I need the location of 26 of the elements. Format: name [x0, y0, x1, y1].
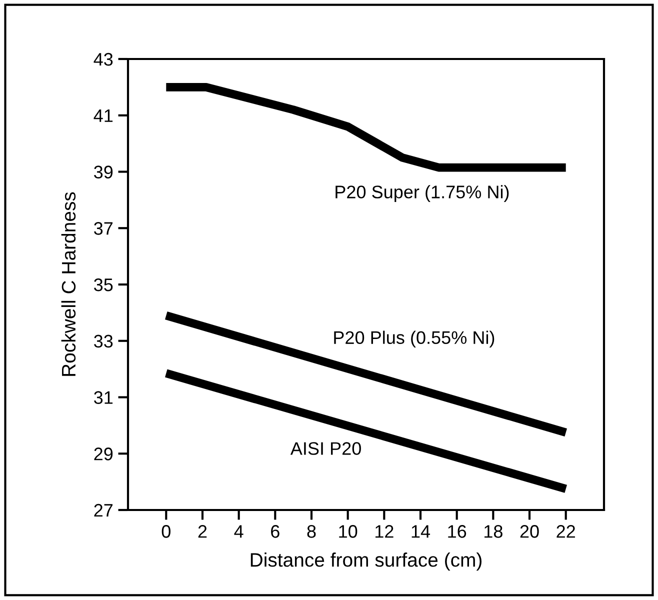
x-tick-label: 16 — [448, 525, 466, 538]
y-tick-label: 35 — [94, 278, 113, 292]
x-tick-label: 4 — [234, 525, 244, 538]
y-tick-label: 37 — [94, 222, 113, 235]
x-tick-label: 6 — [271, 525, 280, 538]
y-tick-label: 27 — [94, 504, 113, 517]
x-tick-label: 0 — [162, 525, 170, 538]
y-tick-label: 31 — [94, 391, 113, 404]
x-axis-title: Distance from surface (cm) — [250, 552, 482, 571]
series-label: P20 Plus (0.55% Ni) — [334, 330, 494, 348]
y-tick-label: 43 — [94, 52, 113, 66]
x-tick-label: 10 — [339, 525, 358, 538]
series-label: AISI P20 — [290, 442, 361, 455]
y-tick-label: 39 — [94, 166, 113, 178]
y-tick-label: 41 — [94, 109, 113, 122]
y-tick-label: 29 — [94, 448, 113, 460]
x-tick-label: 20 — [520, 525, 539, 538]
x-tick-label: 2 — [198, 525, 207, 538]
x-tick-label: 12 — [376, 525, 394, 538]
x-tick-label: 8 — [307, 525, 316, 538]
x-tick-label: 14 — [412, 525, 430, 538]
series-label: P20 Super (1.75% Ni) — [336, 185, 509, 202]
x-tick-label: 22 — [556, 525, 575, 538]
y-tick-label: 33 — [94, 334, 113, 348]
y-axis-title: Rockwell C Hardness — [61, 192, 76, 376]
x-tick-label: 18 — [484, 525, 502, 538]
